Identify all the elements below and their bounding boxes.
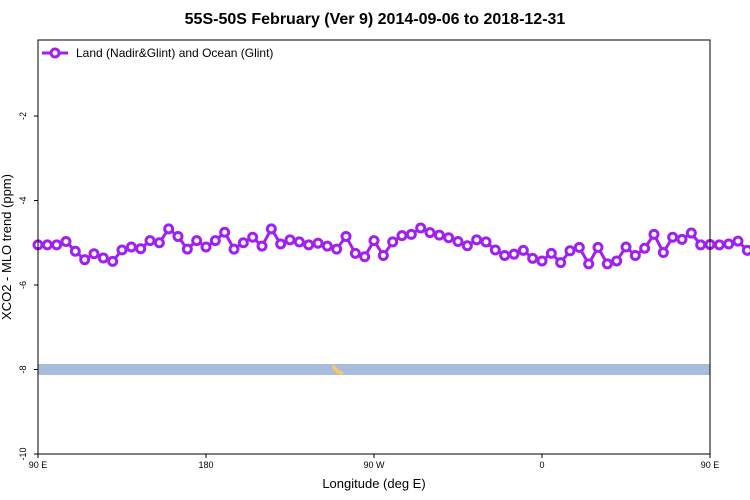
data-point: [405, 228, 417, 240]
legend-label: Land (Nadir&Glint) and Ocean (Glint): [76, 46, 273, 60]
data-point: [331, 243, 343, 255]
data-point: [359, 251, 371, 263]
data-point: [443, 232, 455, 244]
data-point: [107, 255, 119, 267]
data-point: [499, 249, 511, 261]
data-point: [191, 235, 203, 247]
data-point: [135, 243, 147, 255]
data-point: [200, 241, 212, 253]
data-point: [181, 243, 193, 255]
band-marker: [338, 370, 344, 376]
data-point: [303, 239, 315, 251]
y-tick-label: -6: [18, 281, 28, 289]
data-point: [247, 231, 259, 243]
data-point: [79, 254, 91, 266]
x-tick-label: 90 E: [29, 460, 48, 470]
data-point: [433, 229, 445, 241]
data-point: [620, 241, 632, 253]
x-tick-label: 180: [198, 460, 213, 470]
data-point: [349, 247, 361, 259]
data-point: [667, 231, 679, 243]
data-point: [116, 244, 128, 256]
data-point: [69, 245, 81, 257]
data-point: [573, 241, 585, 253]
legend: Land (Nadir&Glint) and Ocean (Glint): [42, 46, 273, 60]
x-tick-label: 90 E: [701, 460, 720, 470]
data-point: [461, 240, 473, 252]
reference-band: [38, 364, 710, 376]
x-axis-label: Longitude (deg E): [322, 476, 425, 491]
data-point: [564, 245, 576, 257]
data-point: [41, 239, 53, 251]
x-axis: 90 E 180 90 W 0 90 E: [29, 454, 720, 470]
data-point: [741, 244, 750, 256]
data-point: [639, 242, 651, 254]
data-point: [88, 248, 100, 260]
data-point: [545, 247, 557, 259]
data-point: [97, 252, 109, 264]
data-point: [228, 243, 240, 255]
y-axis-label: XCO2 - MLO trend (ppm): [0, 174, 14, 320]
data-point: [284, 234, 296, 246]
chart-title: 55S-50S February (Ver 9) 2014-09-06 to 2…: [185, 11, 566, 28]
data-point: [256, 240, 268, 252]
data-point: [732, 235, 744, 247]
data-point: [321, 240, 333, 252]
data-point: [517, 244, 529, 256]
data-point: [536, 255, 548, 267]
y-tick-label: -8: [18, 366, 28, 374]
data-point: [377, 249, 389, 261]
data-point: [265, 223, 277, 235]
data-point: [480, 236, 492, 248]
data-point: [368, 235, 380, 247]
data-point: [424, 227, 436, 239]
y-tick-label: -2: [18, 112, 28, 120]
y-axis: -2 -4 -6 -8 -10: [18, 112, 38, 461]
x-tick-label: 90 W: [363, 460, 385, 470]
x-tick-label: 0: [539, 460, 544, 470]
data-point: [237, 237, 249, 249]
data-point: [629, 249, 641, 261]
data-point: [275, 238, 287, 250]
legend-marker: [49, 47, 61, 59]
plot-area: [32, 222, 750, 376]
data-point: [508, 248, 520, 260]
data-point: [592, 241, 604, 253]
data-point: [489, 244, 501, 256]
data-point: [601, 258, 613, 270]
data-point: [471, 234, 483, 246]
data-point: [583, 258, 595, 270]
data-point: [723, 238, 735, 250]
data-point: [611, 255, 623, 267]
data-point: [452, 236, 464, 248]
data-point: [676, 233, 688, 245]
data-point: [293, 236, 305, 248]
data-point: [172, 230, 184, 242]
data-point: [219, 226, 231, 238]
data-point: [51, 239, 63, 251]
data-point: [312, 237, 324, 249]
data-point: [555, 257, 567, 269]
y-tick-label: -4: [18, 197, 28, 205]
data-point: [209, 235, 221, 247]
data-point: [415, 222, 427, 234]
data-point: [153, 237, 165, 249]
data-point: [713, 239, 725, 251]
data-point: [695, 239, 707, 251]
data-point: [648, 228, 660, 240]
data-point: [685, 227, 697, 239]
data-point: [527, 252, 539, 264]
data-point: [60, 236, 72, 248]
data-point: [340, 230, 352, 242]
data-point: [387, 236, 399, 248]
data-point: [396, 230, 408, 242]
data-point: [125, 241, 137, 253]
data-point: [163, 223, 175, 235]
data-point: [144, 235, 156, 247]
y-tick-label: -10: [18, 447, 28, 460]
data-point: [657, 246, 669, 258]
